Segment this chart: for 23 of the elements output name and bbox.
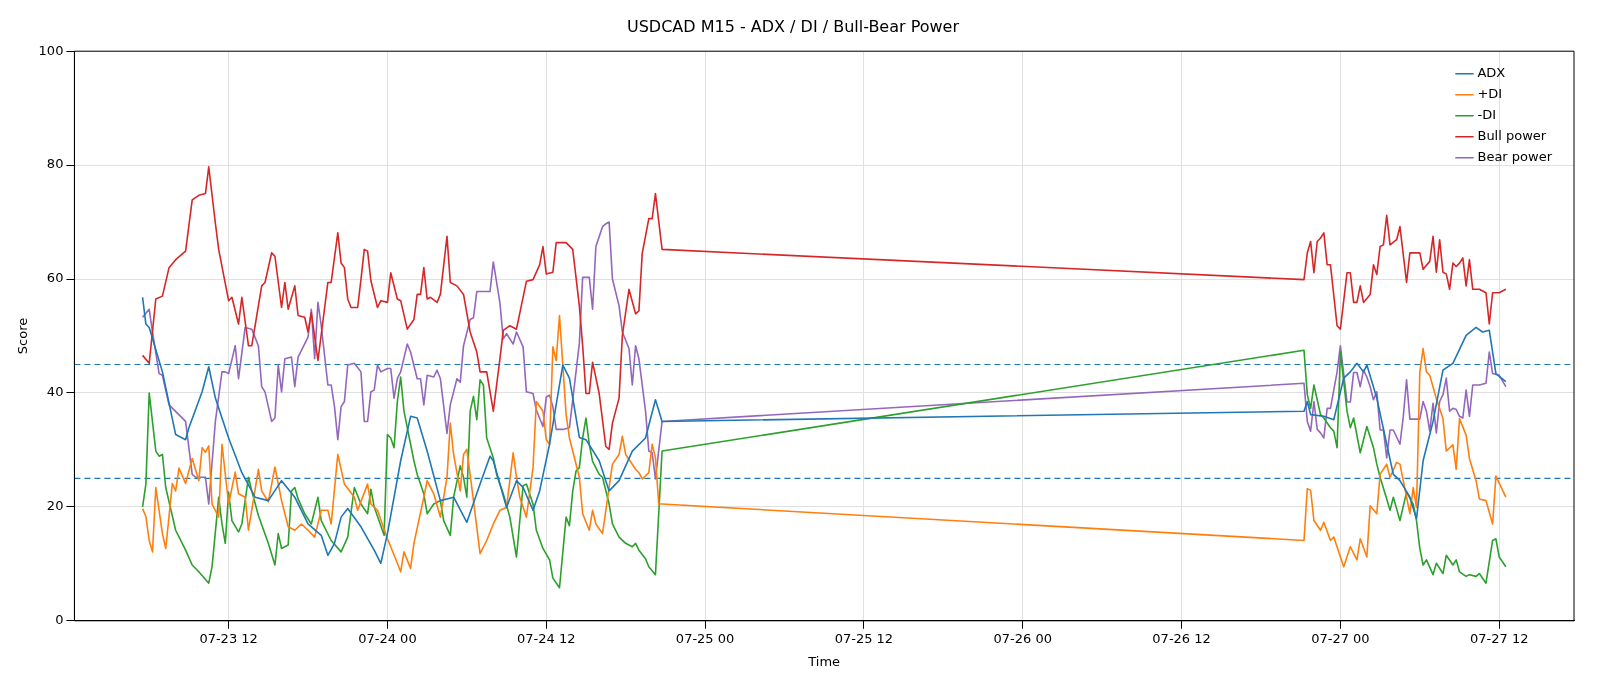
x-tick-label: 07-27 12 (1469, 630, 1529, 646)
x-tick-label: 07-26 00 (993, 630, 1052, 646)
legend-label: +DI (1477, 86, 1503, 102)
y-tick-label: 20 (46, 498, 64, 514)
x-axis-title: Time (807, 653, 841, 669)
y-tick-label: 80 (46, 156, 64, 172)
chart-title: USDCAD M15 - ADX / DI / Bull-Bear Power (626, 16, 960, 36)
x-tick-label: 07-25 00 (675, 630, 735, 646)
legend-label: Bull power (1477, 128, 1547, 144)
x-tick-label: 07-27 00 (1311, 630, 1370, 646)
x-tick-label: 07-24 12 (517, 630, 576, 646)
legend-label: -DI (1477, 107, 1497, 123)
y-axis-title: Score (15, 317, 31, 355)
x-tick-label: 07-26 12 (1152, 630, 1211, 646)
x-tick-label: 07-24 00 (358, 630, 417, 646)
legend-label: Bear power (1477, 149, 1553, 165)
legend-label: ADX (1477, 65, 1506, 81)
x-tick-label: 07-25 12 (834, 630, 894, 646)
y-tick-label: 40 (46, 384, 64, 400)
y-tick-label: 60 (46, 270, 64, 286)
y-tick-label: 100 (38, 42, 64, 58)
y-tick-label: 0 (55, 612, 64, 628)
x-tick-label: 07-23 12 (199, 630, 258, 646)
